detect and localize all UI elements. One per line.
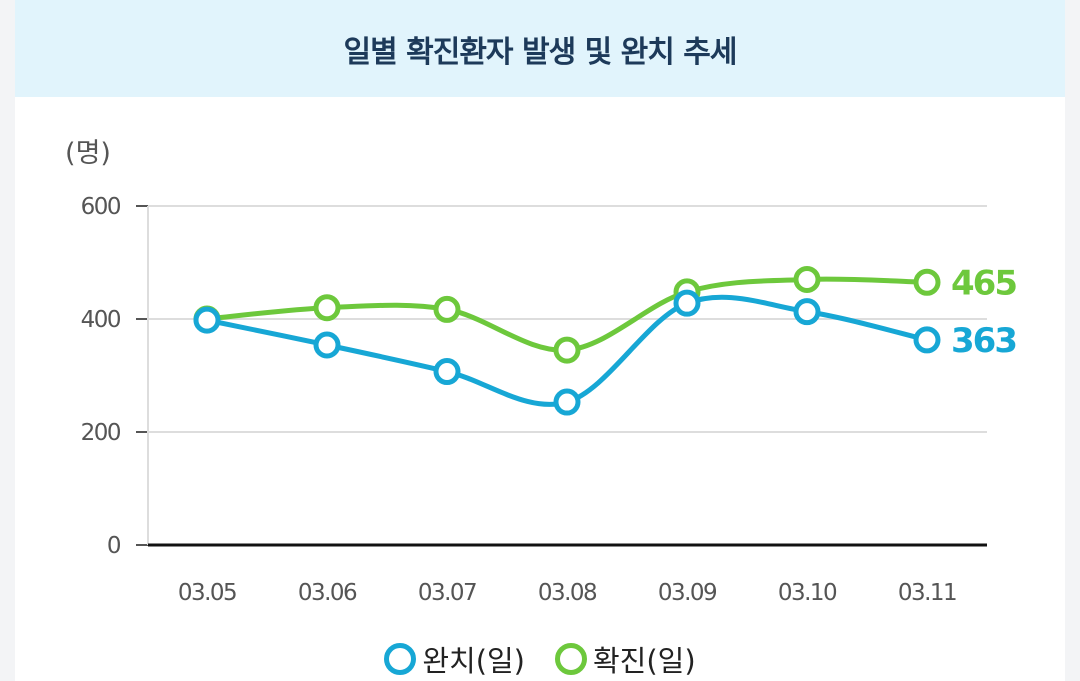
- x-tick-label-03.07: 03.07: [418, 580, 476, 606]
- chart-card: 일별 확진환자 발생 및 완치 추세: [15, 0, 1065, 681]
- legend-item-confirmed[interactable]: 확진(일): [555, 638, 696, 680]
- legend-marker-confirmed-icon: [555, 643, 587, 675]
- end-label-recovered: 363: [951, 321, 1016, 361]
- chart-title: 일별 확진환자 발생 및 완치 추세: [343, 34, 737, 70]
- y-tick-label-400: 400: [81, 307, 121, 333]
- legend-label-confirmed: 확진(일): [593, 644, 696, 678]
- y-tick-label-600: 600: [81, 194, 121, 220]
- point-confirmed-03.07: [433, 295, 461, 323]
- end-label-confirmed: 465: [951, 263, 1016, 303]
- y-unit-label: (명): [65, 138, 111, 169]
- y-tick-label-0: 0: [107, 533, 121, 559]
- point-recovered-03.08: [553, 388, 581, 416]
- legend-label-recovered: 완치(일): [422, 644, 525, 678]
- x-tick-label-03.06: 03.06: [298, 580, 357, 606]
- x-tick-label-03.10: 03.10: [778, 580, 837, 606]
- point-recovered-03.10: [793, 298, 821, 326]
- x-tick-label-03.09: 03.09: [658, 580, 717, 606]
- point-recovered-03.09: [673, 289, 701, 317]
- legend-marker-recovered-icon: [384, 643, 417, 675]
- y-tick-label-200: 200: [81, 420, 121, 446]
- point-recovered-03.11: [913, 326, 941, 354]
- chart-legend: 완치(일) 확진(일): [0, 638, 1080, 680]
- x-tick-label-03.05: 03.05: [178, 580, 236, 606]
- x-tick-label-03.08: 03.08: [538, 580, 597, 606]
- point-confirmed-03.06: [313, 294, 341, 322]
- point-recovered-03.05: [193, 306, 221, 334]
- point-confirmed-03.10: [793, 265, 821, 293]
- point-confirmed-03.08: [553, 336, 581, 364]
- legend-item-recovered[interactable]: 완치(일): [384, 638, 525, 680]
- point-confirmed-03.11: [913, 268, 941, 296]
- chart-header: 일별 확진환자 발생 및 완치 추세: [15, 0, 1065, 97]
- point-recovered-03.06: [313, 331, 341, 359]
- point-recovered-03.07: [433, 358, 461, 386]
- x-tick-label-03.11: 03.11: [898, 580, 956, 606]
